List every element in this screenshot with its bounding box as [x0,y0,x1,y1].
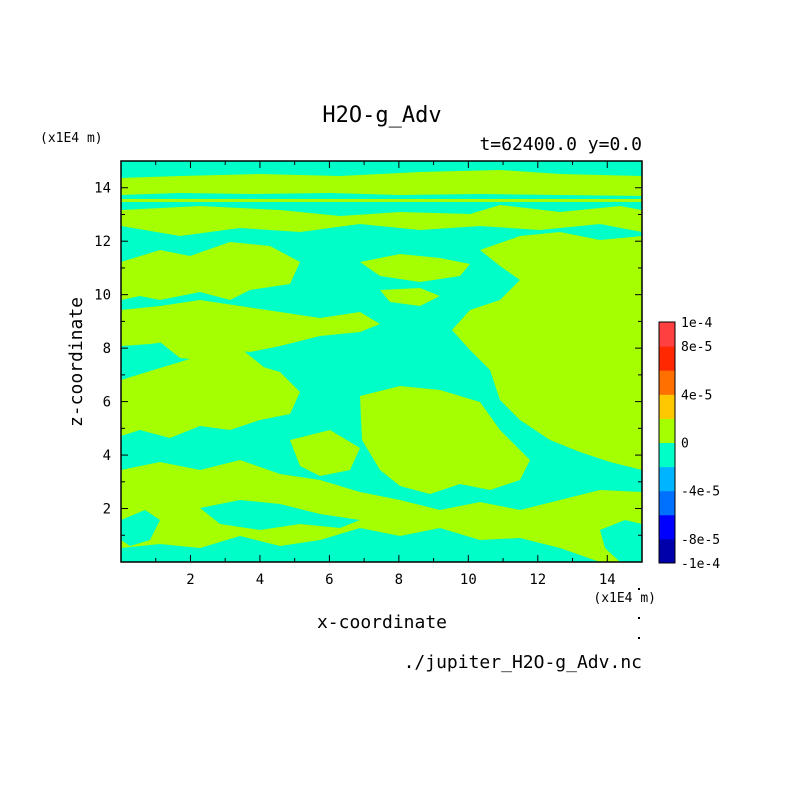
decorative-dots [638,588,640,639]
colorbar-label: -4e-5 [681,485,720,500]
y-unit-label: (x1E4 m) [40,131,103,146]
chart-title: H2O-g_Adv [322,103,441,128]
y-tick-label: 6 [103,395,111,411]
y-axis-label: z-coordinate [66,297,87,427]
colorbar-segment [659,466,675,492]
x-tick-label: 14 [599,572,616,588]
y-tick-label: 14 [94,181,111,197]
source-file-label: ./jupiter_H2O-g_Adv.nc [404,652,642,673]
colorbar-label: 4e-5 [681,388,712,403]
colorbar-segment [659,418,675,443]
y-tick-label: 2 [103,502,111,518]
colorbar-label: 1e-4 [681,316,712,331]
y-tick-label: 8 [103,341,111,357]
colorbar-frame [658,321,676,564]
y-tick-label: 12 [94,234,111,250]
field-positive-regions [121,170,642,562]
x-tick-label: 4 [256,572,264,588]
x-tick-label: 12 [529,572,546,588]
y-tick-label: 10 [94,288,111,304]
colorbar-segment [659,322,675,347]
colorbar-segment [659,442,675,468]
y-tick-label: 4 [103,448,111,464]
colorbar-segment [659,538,675,564]
colorbar-label: -8e-5 [681,533,720,548]
colorbar-label: 0 [681,437,689,452]
colorbar-labels: 1e-4 8e-5 4e-5 0 -4e-5 -8e-5 -1e-4 [681,316,720,572]
y-tick-labels: 2 4 6 8 10 12 14 [94,181,111,518]
plot-frame [120,160,643,563]
colorbar-segment [659,514,675,540]
x-tick-labels: 2 4 6 8 10 12 14 [186,572,615,588]
colorbar-segment [659,346,675,371]
x-tick-label: 2 [186,572,194,588]
x-tick-label: 10 [460,572,477,588]
chart-subtitle: t=62400.0 y=0.0 [479,134,642,155]
colorbar-segment [659,370,675,395]
x-axis-label: x-coordinate [317,612,447,633]
x-tick-label: 8 [395,572,403,588]
colorbar-label: -1e-4 [681,557,720,572]
contour-field [121,161,642,562]
colorbar-segment [659,490,675,516]
colorbar [659,322,675,564]
colorbar-segment [659,394,675,419]
x-tick-label: 6 [325,572,333,588]
colorbar-label: 8e-5 [681,340,712,355]
axis-ticks [121,161,642,562]
x-unit-label: (x1E4 m) [593,591,656,606]
